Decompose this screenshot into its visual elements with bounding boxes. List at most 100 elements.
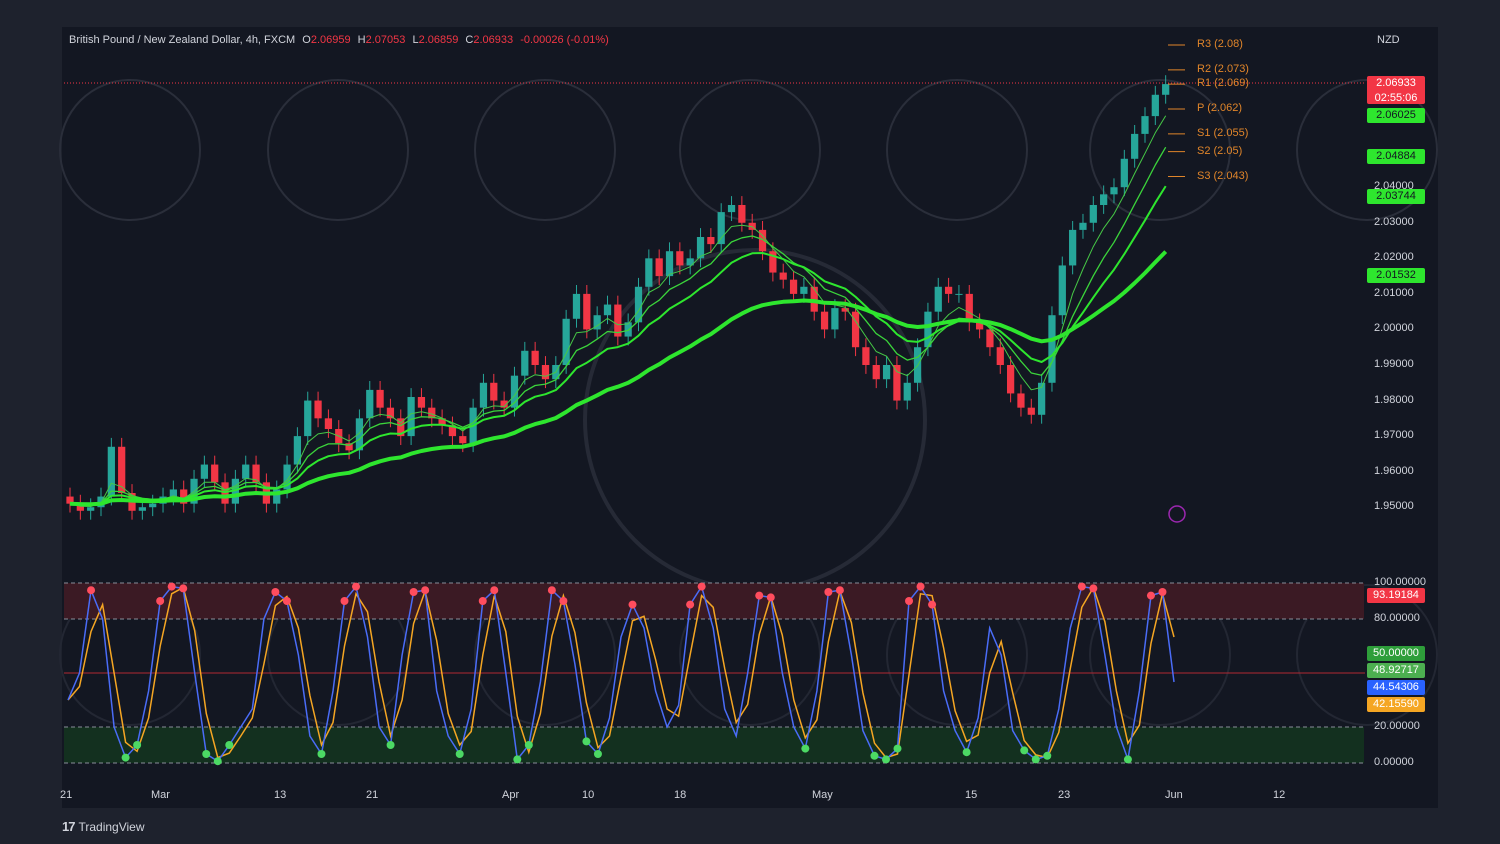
price-tick-label: 2.02000	[1374, 251, 1414, 264]
candle-body	[366, 389, 374, 419]
low-value: 2.06859	[418, 34, 459, 46]
candle-body	[1120, 158, 1128, 188]
candle-body	[1089, 205, 1097, 223]
candle-body	[1058, 265, 1066, 316]
candle-body	[293, 436, 302, 465]
stoch-oversold-dot	[213, 757, 222, 766]
candle-body	[479, 382, 488, 408]
stoch-oversold-dot	[121, 753, 130, 762]
stoch-value-tag: 50.00000	[1367, 646, 1425, 661]
price-tick-label: 2.00000	[1374, 322, 1414, 335]
stoch-oversold-dot	[202, 750, 211, 758]
candle-body	[355, 418, 364, 451]
countdown-label: 02:55:06	[1374, 91, 1418, 104]
candle-body	[541, 365, 550, 380]
ema-line-4	[69, 250, 1168, 507]
stoch-oversold-dot	[870, 751, 879, 760]
candle-body	[841, 308, 849, 312]
high-label: H	[357, 34, 366, 46]
candle-body	[572, 293, 581, 319]
stoch-d-line	[67, 585, 1175, 759]
candle-body	[851, 311, 860, 348]
price-panel[interactable]	[64, 44, 1365, 523]
candle-body	[200, 464, 208, 479]
candle-body	[211, 464, 219, 483]
open-value: 2.06959	[310, 34, 351, 46]
stoch-oversold-dot	[593, 750, 602, 758]
stoch-overbought-dot	[271, 588, 280, 596]
time-tick-label: Apr	[502, 789, 520, 801]
pivot-label: R1 (2.069)	[1197, 77, 1249, 90]
candle-body	[490, 382, 498, 401]
watermark-emblem	[886, 79, 1028, 221]
stoch-oversold-dot	[1123, 755, 1132, 764]
candle-body	[789, 279, 798, 294]
stoch-k-line	[67, 584, 1175, 763]
time-tick-label: 12	[1273, 789, 1286, 801]
candle-body	[862, 347, 870, 365]
stoch-overbought-dot	[835, 586, 844, 595]
watermark-emblem	[679, 79, 821, 221]
candle-body	[831, 308, 839, 330]
oversold-zone	[64, 727, 1364, 763]
price-tag: 2.01532	[1367, 267, 1425, 283]
time-tick-label: 15	[965, 789, 978, 801]
price-tag: 2.06025	[1367, 108, 1425, 124]
stoch-overbought-dot	[490, 586, 499, 595]
stoch-oversold-dot	[1031, 755, 1040, 764]
close-value: 2.06933	[473, 34, 514, 46]
price-tag: 2.04884	[1367, 148, 1425, 164]
stoch-oversold-dot	[524, 741, 533, 749]
candle-body	[118, 446, 126, 493]
candle-body	[934, 286, 942, 312]
stoch-tick-label: 20.00000	[1374, 720, 1420, 732]
watermark-emblem	[59, 79, 201, 221]
price-tick-label: 1.98000	[1374, 393, 1414, 406]
candle-body	[1141, 116, 1149, 134]
watermark-emblem	[267, 79, 409, 221]
candle-body	[138, 507, 146, 511]
time-tick-label: 13	[274, 789, 287, 801]
candle-body	[252, 464, 260, 483]
candle-body	[1069, 229, 1077, 266]
symbol-title: British Pound / New Zealand Dollar, 4h, …	[69, 34, 296, 46]
stoch-overbought-dot	[421, 586, 430, 595]
candle-body	[676, 251, 684, 266]
candle-body	[386, 407, 395, 419]
stoch-oversold-dot	[386, 741, 395, 749]
candle-body	[231, 478, 240, 504]
stoch-overbought-dot	[340, 597, 349, 605]
candle-body	[376, 389, 384, 408]
price-tick-label: 1.96000	[1374, 464, 1414, 477]
stoch-oversold-dot	[1020, 746, 1029, 755]
stochastic-panel[interactable]	[64, 582, 1365, 766]
candle-body	[882, 365, 891, 380]
stoch-oversold-dot	[1043, 751, 1052, 760]
candle-body	[872, 365, 880, 380]
stoch-oversold-dot	[317, 750, 326, 758]
time-tick-label: Mar	[151, 789, 170, 801]
stoch-oversold-dot	[513, 755, 522, 764]
watermark-emblem	[1089, 79, 1231, 221]
candle-body	[696, 237, 705, 259]
stoch-overbought-dot	[352, 582, 361, 591]
candle-body	[603, 304, 612, 316]
candle-body	[283, 464, 291, 490]
candle-body	[324, 418, 333, 429]
watermark-emblem	[1296, 584, 1438, 726]
stoch-oversold-dot	[225, 741, 234, 749]
time-tick-label: Jun	[1165, 789, 1183, 801]
stoch-overbought-dot	[1158, 588, 1167, 596]
tradingview-logo[interactable]: 17 TradingView	[62, 819, 145, 834]
candle-body	[996, 347, 1004, 365]
candle-body	[944, 286, 953, 294]
pivot-label: S1 (2.055)	[1197, 126, 1249, 139]
high-value: 2.07053	[365, 34, 406, 46]
candle-body	[1006, 365, 1015, 394]
stoch-tick-label: 0.00000	[1374, 756, 1414, 768]
candle-body	[758, 229, 767, 252]
candle-body	[1027, 407, 1035, 415]
stoch-value-tag: 48.92717	[1367, 663, 1425, 678]
